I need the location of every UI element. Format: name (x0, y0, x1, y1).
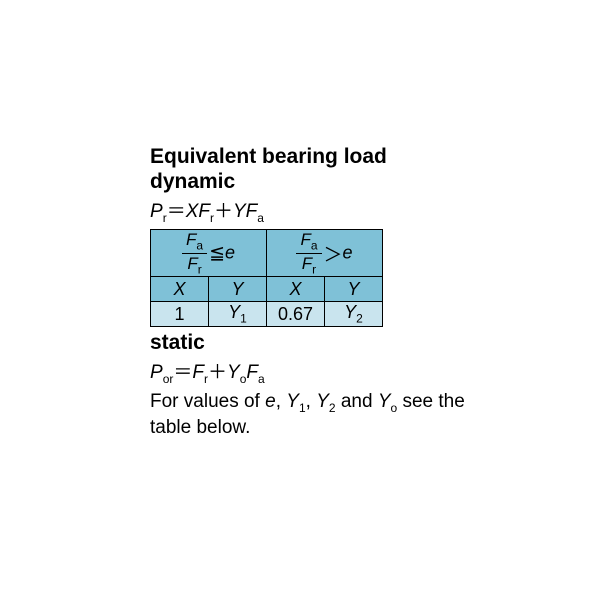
yo-sym: Y (227, 362, 240, 383)
por-sub: or (163, 372, 174, 386)
val-067: 0.67 (267, 302, 325, 327)
eq: ＝ (167, 201, 186, 222)
e-rhs: e (225, 243, 235, 263)
val-y1: Y1 (209, 302, 267, 327)
fr-sym: F (302, 254, 312, 273)
note-c2: , (306, 391, 317, 412)
fr-sub: r (312, 262, 316, 276)
static-label: static (150, 331, 480, 355)
hdr-left: Fa Fr ≦e (151, 230, 267, 277)
note-and: and (336, 391, 378, 412)
fr-sym: F (187, 254, 197, 273)
yfa-sub: a (257, 211, 264, 225)
y2-sub: 2 (356, 312, 363, 326)
fa-sym: F (300, 230, 310, 249)
table-row: Fa Fr ≦e Fa Fr ＞e (151, 230, 383, 277)
fa-sub: a (311, 239, 318, 253)
por-sym: P (150, 362, 163, 383)
plus: ＋ (214, 201, 233, 222)
y2-sym: Y (344, 302, 356, 322)
fa-sub: a (196, 239, 203, 253)
val-1: 1 (151, 302, 209, 327)
frac-left: Fa Fr (182, 231, 207, 275)
note-y1-sub: 1 (299, 401, 306, 415)
fa-sym: F (246, 362, 258, 383)
note-y1: Y (286, 391, 299, 412)
static-formula: Por＝Fr＋YoFa (150, 357, 480, 386)
le-op: ≦ (207, 243, 225, 264)
y-label: Y (209, 277, 267, 302)
hdr-right: Fa Fr ＞e (267, 230, 383, 277)
dynamic-label: dynamic (150, 169, 480, 194)
xfr-sym: XF (186, 201, 210, 222)
note-y2-sub: 2 (329, 401, 336, 415)
bearing-table: Fa Fr ≦e Fa Fr ＞e X Y X Y 1 Y1 0.67 Y2 (150, 229, 383, 327)
table-row: 1 Y1 0.67 Y2 (151, 302, 383, 327)
note: For values of e, Y1, Y2 and Yo see the t… (150, 390, 480, 440)
e-rhs: e (343, 243, 353, 263)
note-c1: , (276, 391, 287, 412)
table-row: X Y X Y (151, 277, 383, 302)
x-label: X (267, 277, 325, 302)
note-e: e (265, 391, 276, 412)
yfa-sym: YF (233, 201, 257, 222)
fa-sym: F (186, 230, 196, 249)
frac-right: Fa Fr (296, 231, 321, 275)
y1-sub: 1 (240, 312, 247, 326)
y1-sym: Y (228, 302, 240, 322)
gt-op: ＞ (322, 245, 343, 266)
x-label: X (151, 277, 209, 302)
plus: ＋ (208, 362, 227, 383)
fr-sub: r (198, 262, 202, 276)
dynamic-formula: Pr＝XFr＋YFa (150, 196, 480, 225)
note-y2: Y (316, 391, 329, 412)
pr-sym: P (150, 201, 163, 222)
eq: ＝ (173, 362, 192, 383)
val-y2: Y2 (325, 302, 383, 327)
title: Equivalent bearing load (150, 144, 480, 169)
note-prefix: For values of (150, 391, 265, 412)
note-y0: Y (378, 391, 391, 412)
fa-sub: a (258, 372, 265, 386)
bearing-load-block: Equivalent bearing load dynamic Pr＝XFr＋Y… (150, 144, 480, 440)
fr-sym: F (192, 362, 204, 383)
y-label: Y (325, 277, 383, 302)
